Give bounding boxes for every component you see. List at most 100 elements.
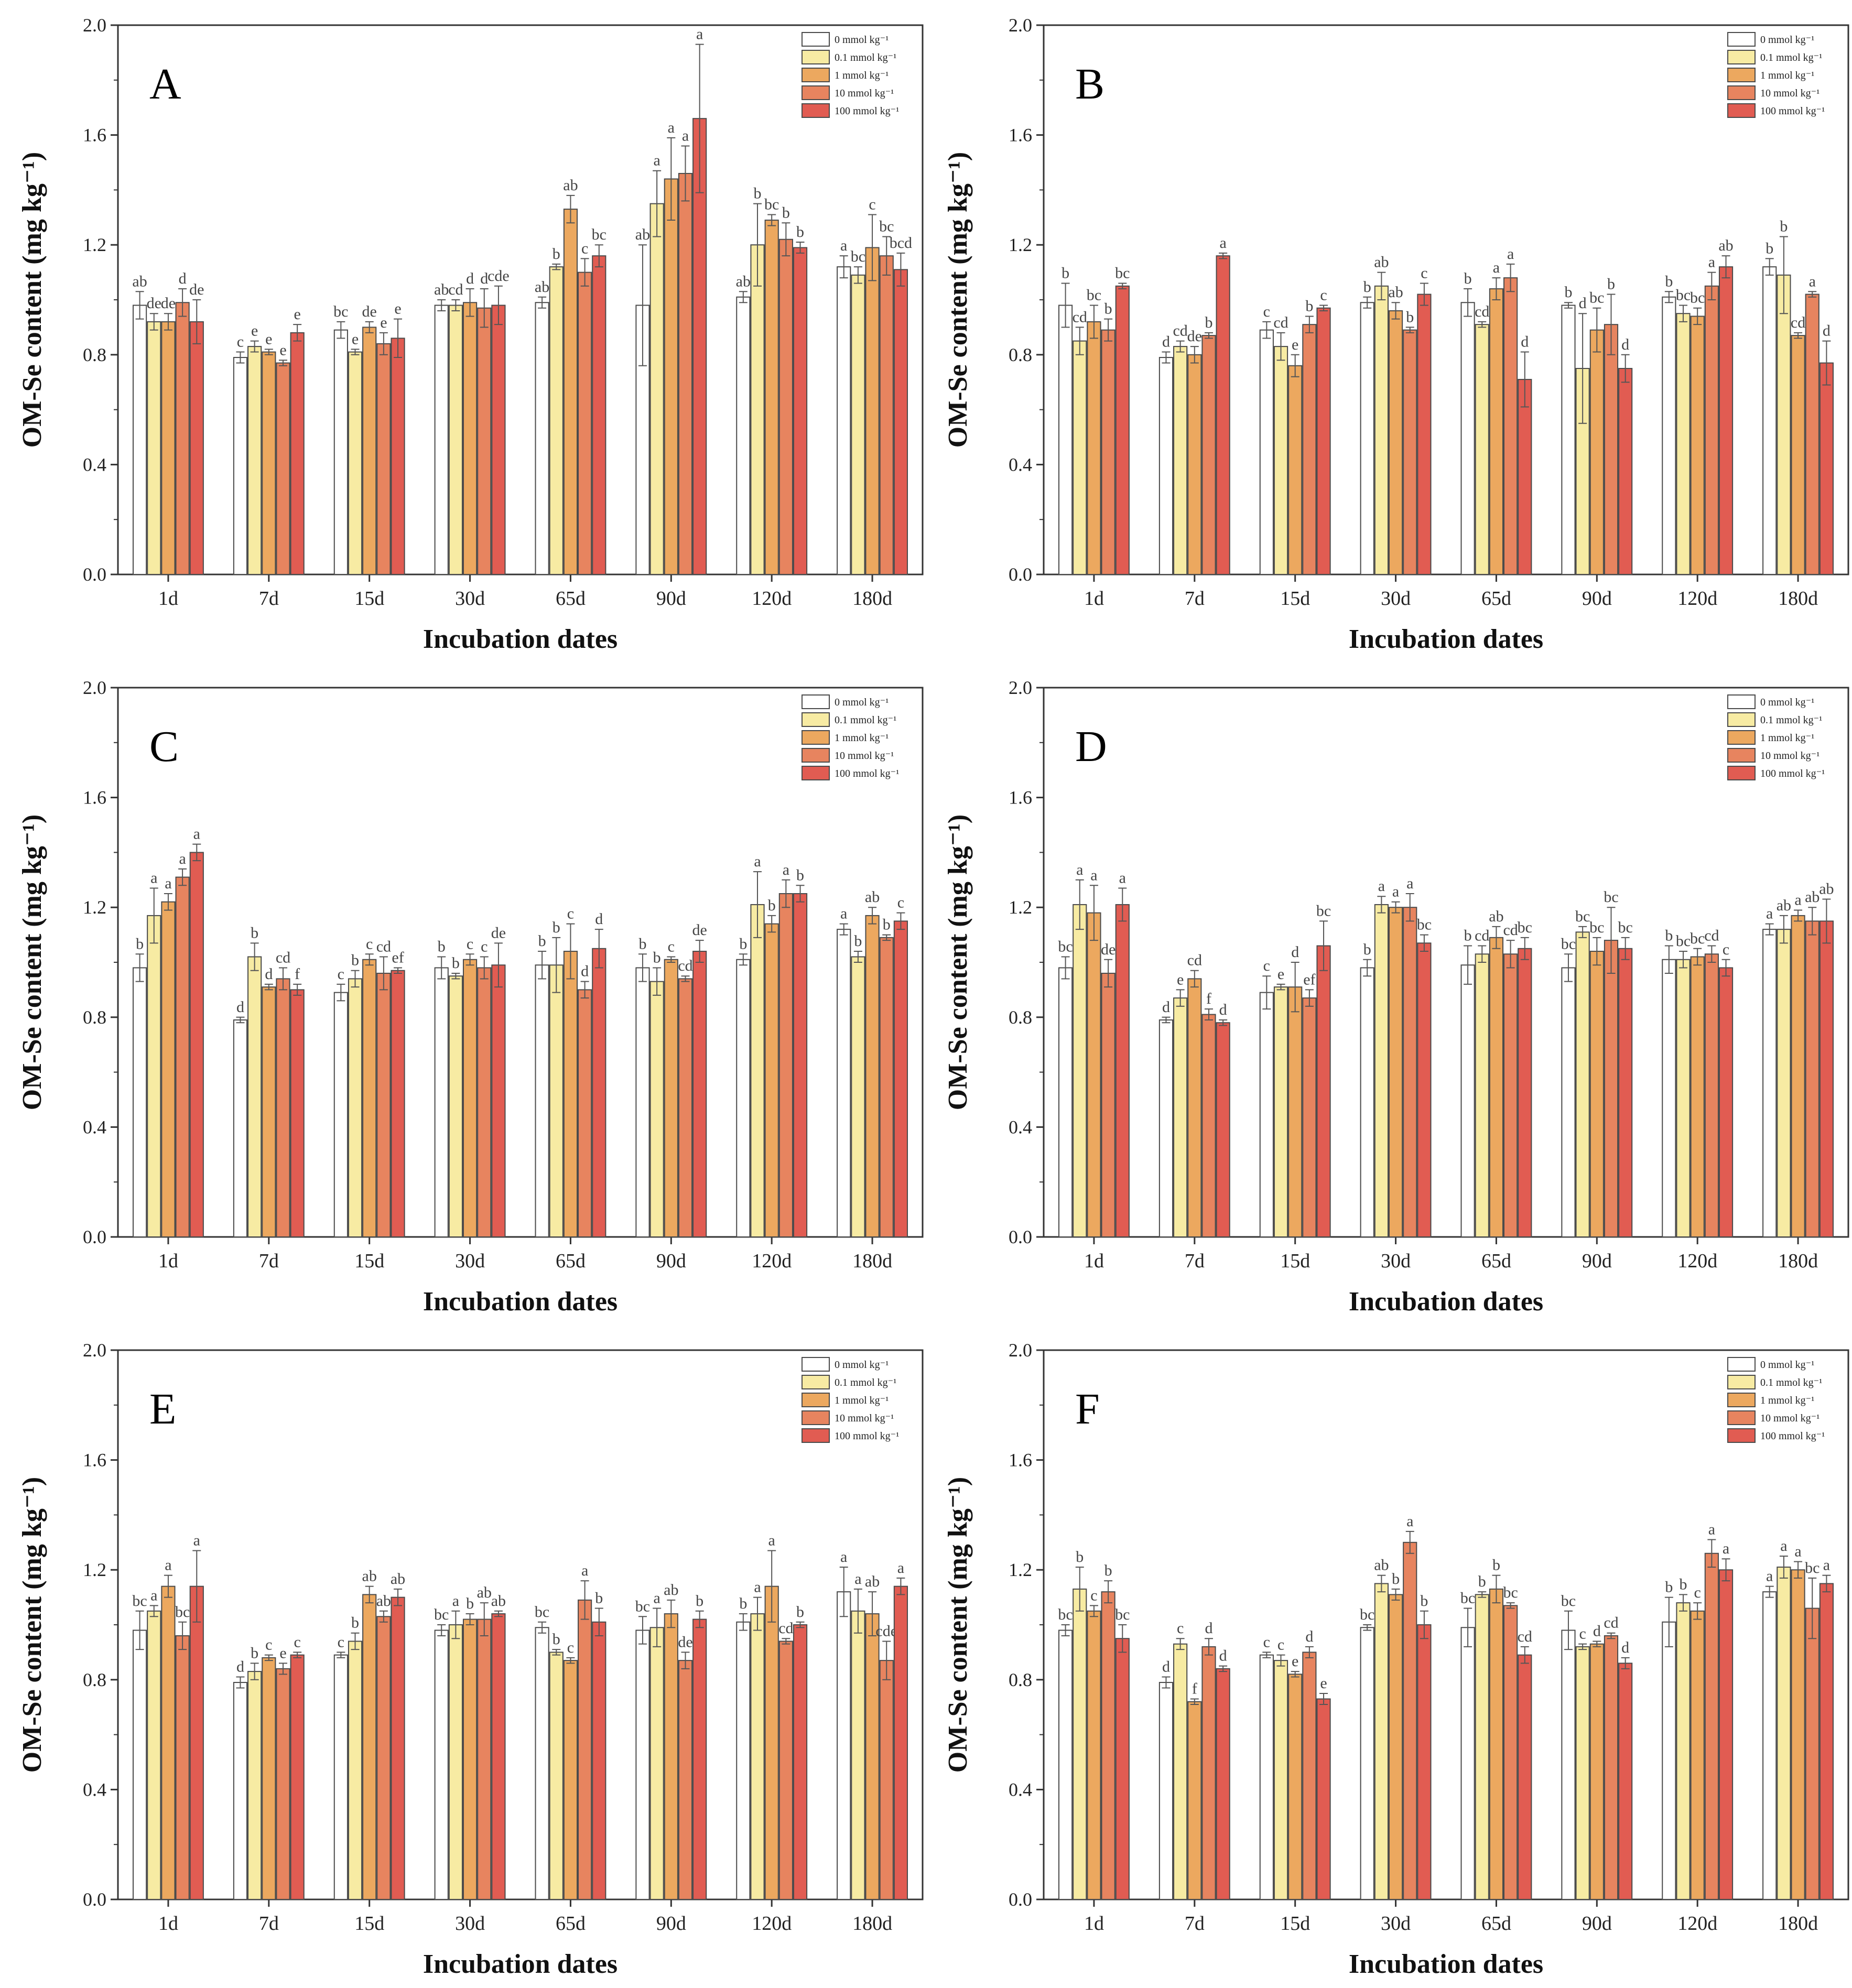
- bar: [1302, 1652, 1317, 1900]
- bar: [1201, 335, 1216, 575]
- significance-letter: a: [1780, 1537, 1787, 1555]
- bar: [664, 178, 678, 575]
- bar: [1101, 972, 1115, 1238]
- significance-letter: bc: [1604, 888, 1618, 906]
- significance-letter: e: [1320, 1675, 1327, 1692]
- significance-letter: e: [279, 341, 286, 359]
- bar: [391, 1596, 405, 1900]
- bar: [462, 302, 478, 575]
- bar: [1259, 992, 1274, 1237]
- bar: [161, 1585, 176, 1900]
- significance-letter: b: [754, 185, 762, 202]
- legend-swatch: [802, 712, 830, 727]
- significance-letter: c: [1090, 1587, 1097, 1604]
- y-tick-label: 1.6: [83, 125, 106, 146]
- bar: [1073, 904, 1087, 1237]
- bar: [793, 893, 808, 1237]
- significance-letter: c: [1694, 1584, 1701, 1601]
- bar: [1662, 296, 1676, 575]
- bar: [893, 920, 908, 1237]
- x-axis-title: Incubation dates: [423, 624, 618, 654]
- bar: [1819, 1583, 1834, 1900]
- x-tick-label: 180d: [1778, 1250, 1818, 1272]
- bar: [1374, 904, 1389, 1237]
- significance-letter: bc: [635, 1598, 650, 1615]
- significance-letter: a: [1219, 234, 1226, 252]
- significance-letter: b: [1104, 300, 1112, 318]
- x-tick-label: 65d: [1481, 1250, 1511, 1272]
- significance-letter: ab: [1718, 237, 1733, 254]
- significance-letter: b: [351, 1614, 359, 1632]
- bar: [893, 1585, 908, 1900]
- x-tick-label: 90d: [656, 588, 686, 610]
- bar: [549, 266, 564, 575]
- x-tick-label: 7d: [1185, 1913, 1205, 1935]
- bar: [678, 1660, 693, 1900]
- significance-letter: b: [595, 1590, 603, 1607]
- bar: [1288, 1674, 1303, 1900]
- significance-letter: bc: [1460, 1590, 1475, 1607]
- significance-letter: c: [237, 333, 244, 351]
- bar: [1489, 1588, 1504, 1900]
- significance-letter: b: [883, 916, 891, 933]
- bar: [1589, 951, 1604, 1237]
- y-tick-label: 0.8: [83, 1669, 106, 1690]
- y-tick-label: 1.2: [1009, 1559, 1032, 1580]
- significance-letter: ab: [1374, 1557, 1389, 1574]
- x-tick-label: 15d: [354, 588, 384, 610]
- significance-letter: e: [1292, 1653, 1298, 1670]
- bar: [865, 915, 880, 1238]
- y-axis-title: OM-Se content (mg kg⁻¹): [17, 814, 47, 1110]
- significance-letter: d: [1305, 1628, 1313, 1645]
- significance-letter: a: [1708, 254, 1715, 271]
- bar: [348, 351, 363, 575]
- bar: [233, 357, 248, 575]
- significance-letter: ab: [664, 1581, 678, 1599]
- bar: [1288, 986, 1303, 1237]
- bar: [1187, 1701, 1202, 1900]
- bar: [851, 956, 865, 1237]
- bar: [535, 1627, 549, 1900]
- legend-label: 100 mmol kg⁻¹: [835, 105, 899, 117]
- legend-label: 100 mmol kg⁻¹: [1760, 105, 1825, 117]
- significance-letter: de: [692, 921, 707, 939]
- significance-letter: c: [1579, 1625, 1586, 1643]
- bar: [147, 1610, 161, 1900]
- significance-letter: a: [150, 870, 157, 887]
- significance-letter: a: [754, 853, 761, 870]
- significance-letter: bc: [1561, 1592, 1576, 1610]
- significance-letter: a: [581, 1562, 588, 1579]
- x-tick-label: 7d: [1185, 588, 1205, 610]
- significance-letter: bc: [1805, 1559, 1819, 1577]
- x-tick-label: 15d: [354, 1913, 384, 1935]
- bar: [175, 1635, 190, 1900]
- significance-letter: bc: [175, 1603, 190, 1621]
- significance-letter: c: [366, 935, 373, 952]
- significance-letter: ab: [434, 281, 449, 298]
- y-tick-label: 2.0: [1009, 15, 1032, 36]
- significance-letter: d: [1291, 943, 1299, 961]
- significance-letter: bc: [333, 303, 348, 320]
- significance-letter: b: [1464, 927, 1472, 944]
- bar: [535, 302, 549, 575]
- significance-letter: ab: [865, 888, 880, 906]
- y-tick-label: 2.0: [83, 677, 106, 698]
- significance-letter: ab: [491, 1592, 506, 1610]
- significance-letter: c: [1263, 303, 1270, 320]
- bar: [161, 901, 176, 1238]
- bar: [592, 255, 606, 575]
- legend-label: 100 mmol kg⁻¹: [1760, 768, 1825, 779]
- y-tick-label: 0.4: [1009, 454, 1032, 475]
- legend-swatch: [1727, 766, 1756, 780]
- bar: [1762, 929, 1777, 1237]
- legend-swatch: [1727, 32, 1756, 47]
- significance-letter: b: [1420, 1592, 1428, 1610]
- significance-letter: bc: [1316, 902, 1331, 919]
- bar: [1173, 346, 1188, 575]
- significance-letter: cd: [448, 281, 463, 298]
- bar: [1187, 978, 1202, 1237]
- bar: [348, 1641, 363, 1900]
- significance-letter: de: [1187, 328, 1202, 345]
- significance-letter: b: [638, 935, 646, 952]
